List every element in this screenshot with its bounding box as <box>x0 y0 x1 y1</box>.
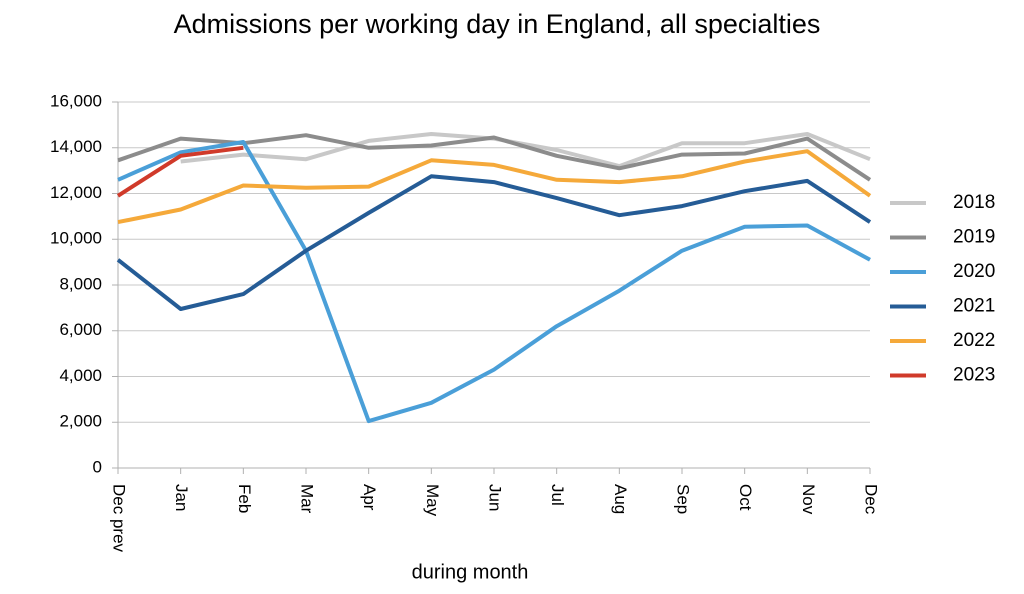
y-tick-label: 0 <box>93 457 102 476</box>
legend-label: 2021 <box>953 296 995 317</box>
x-tick-label: Aug <box>611 484 630 514</box>
x-tick-label: Jun <box>486 484 505 511</box>
chart-title: Admissions per working day in England, a… <box>174 9 821 39</box>
legend-label: 2020 <box>953 261 995 282</box>
x-tick-label: Apr <box>360 484 379 511</box>
x-tick-label: Jul <box>548 484 567 506</box>
y-tick-label: 6,000 <box>59 320 102 339</box>
x-tick-label: May <box>423 484 442 517</box>
x-tick-label: Jan <box>172 484 191 511</box>
x-axis-label: during month <box>412 561 529 583</box>
series-line <box>116 174 872 311</box>
y-tick-label: 14,000 <box>50 137 102 156</box>
x-tick-label: Mar <box>298 484 317 514</box>
series-line <box>116 145 244 198</box>
legend-label: 2019 <box>953 227 995 248</box>
x-tick-label: Sep <box>674 484 693 514</box>
series-line <box>180 132 871 169</box>
series-line <box>117 140 871 424</box>
x-tick-label: Oct <box>736 484 755 511</box>
y-tick-label: 16,000 <box>50 91 102 110</box>
series-line <box>117 149 872 225</box>
y-tick-label: 12,000 <box>50 183 102 202</box>
legend-label: 2022 <box>953 330 995 351</box>
y-tick-label: 10,000 <box>50 229 102 248</box>
x-tick-label: Feb <box>235 484 254 513</box>
x-tick-label: Nov <box>799 484 818 515</box>
y-tick-label: 8,000 <box>59 274 102 293</box>
x-tick-label: Dec <box>862 484 881 515</box>
legend-label: 2018 <box>953 192 995 213</box>
y-tick-label: 4,000 <box>59 366 102 385</box>
x-tick-label: Dec prev <box>110 484 129 553</box>
y-tick-label: 2,000 <box>59 412 102 431</box>
legend-label: 2023 <box>953 365 995 386</box>
